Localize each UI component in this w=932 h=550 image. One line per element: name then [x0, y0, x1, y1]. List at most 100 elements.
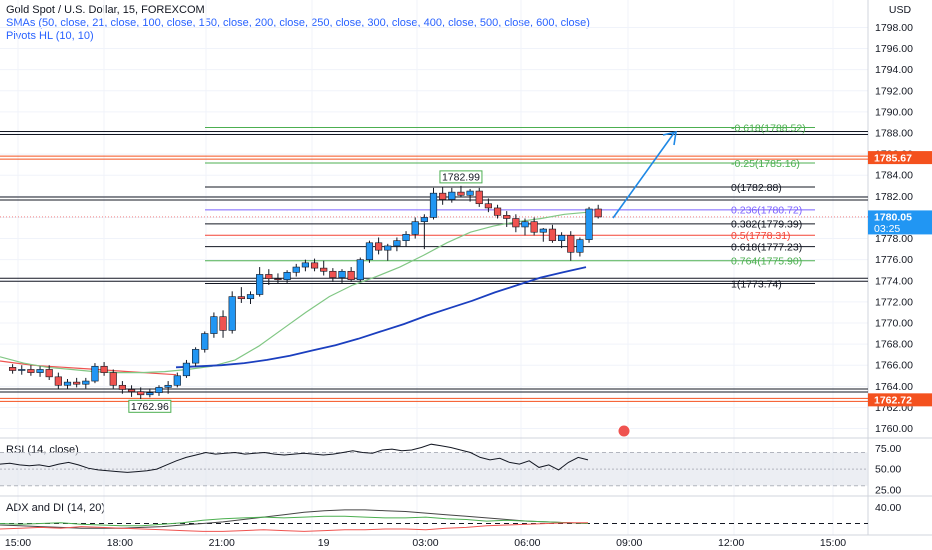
candle-body [292, 266, 300, 273]
sma-indicator-label[interactable]: SMAs (50, close, 21, close, 100, close, … [6, 17, 590, 29]
candle-body [384, 245, 392, 251]
di-minus-line [0, 522, 588, 532]
fib-level-label: 0.382(1779.39) [731, 219, 802, 231]
price-axis-tick: 1788.00 [875, 128, 913, 140]
time-axis-tick: 12:00 [718, 537, 744, 549]
candle-body [301, 262, 310, 268]
time-axis-tick: 15:00 [5, 537, 31, 549]
fib-level-label: 0.5(1778.31) [731, 230, 791, 242]
price-axis-tick: 1760.00 [875, 423, 913, 435]
candle-body [420, 217, 428, 222]
price-axis-tick: 1774.00 [875, 275, 913, 287]
price-axis-tick: 1784.00 [875, 170, 913, 182]
moving-averages [0, 211, 589, 376]
candle-body [594, 208, 602, 218]
candle-body [82, 380, 90, 385]
candle-body [118, 384, 126, 390]
time-axis-tick: 06:00 [514, 537, 540, 549]
candles [9, 185, 602, 399]
price-axis-tick: 1772.00 [875, 296, 913, 308]
candle-body [137, 391, 145, 396]
candle-body [219, 316, 227, 331]
projection-arrow [612, 132, 675, 219]
candle-body [567, 235, 575, 253]
adx-pane [0, 509, 868, 532]
candle-body [576, 239, 584, 253]
price-tag-label: 1780.05 [874, 212, 912, 224]
candle-body [585, 208, 593, 240]
sma-line-2 [175, 266, 587, 369]
price-axis-tick: 1798.00 [875, 22, 913, 34]
candle-body [201, 333, 209, 350]
candle-body [182, 362, 191, 377]
price-axis-tick: 1790.00 [875, 106, 913, 118]
price-axis-tick: 1794.00 [875, 64, 913, 76]
candle-body [365, 242, 374, 260]
time-axis-tick: 09:00 [616, 537, 642, 549]
candle-body [393, 240, 401, 247]
candle-body [100, 365, 108, 373]
candle-body [475, 190, 483, 205]
adx-axis-tick: 40.00 [875, 502, 901, 514]
pivot-label: 1762.96 [131, 401, 169, 413]
currency-label: USD [889, 4, 912, 16]
symbol-title[interactable]: Gold Spot / U.S. Dollar, 15, FOREXCOM [6, 4, 205, 16]
fib-level-label: 0.618(1777.23) [731, 241, 802, 253]
pivot-label-box [128, 399, 172, 413]
candle-body [274, 278, 282, 281]
price-axis-tick: 1764.00 [875, 381, 913, 393]
candle-body [283, 272, 291, 281]
candle-body [27, 369, 35, 373]
fib-level-label: -0.25(1785.16) [731, 158, 800, 170]
fib-level-label: 1(1773.74) [731, 278, 782, 290]
price-tag-label: 1785.67 [874, 152, 912, 164]
grid [0, 0, 932, 536]
candle-body [356, 259, 364, 281]
pivot-labels: 1782.99 1762.96 [128, 170, 483, 413]
candle-body [557, 235, 566, 241]
candle-body [9, 367, 17, 371]
time-axis-tick: 15:00 [820, 537, 846, 549]
price-tag-label: 1762.72 [874, 395, 912, 407]
price-axis-tick: 1776.00 [875, 254, 913, 266]
chart-legend: Gold Spot / U.S. Dollar, 15, FOREXCOM SM… [6, 4, 590, 43]
candle-body [512, 218, 520, 228]
price-axis-tick: 1792.00 [875, 85, 913, 97]
candle-body [338, 270, 346, 278]
candle-body [503, 215, 511, 219]
candle-body [411, 221, 419, 235]
candle-body [109, 372, 117, 386]
candle-body [320, 267, 328, 272]
economic-event-flag-icon [617, 424, 631, 438]
candle-body [54, 376, 62, 386]
rsi-axis-tick: 50.00 [875, 464, 901, 476]
price-axis-tick: 1778.00 [875, 233, 913, 245]
price-axis-tick: 1782.00 [875, 191, 913, 203]
candle-body [36, 369, 44, 373]
candle-body [210, 316, 218, 334]
candle-body [530, 221, 538, 233]
time-axis-tick: 18:00 [107, 537, 133, 549]
candle-body [329, 270, 337, 278]
adx-line [0, 509, 589, 529]
price-tag-countdown: 03:25 [874, 223, 900, 235]
candle-body [466, 190, 474, 196]
candle-body [155, 387, 163, 393]
pivots-indicator-label[interactable]: Pivots HL (10, 10) [6, 30, 94, 42]
rsi-pane [0, 443, 868, 487]
candle-body [73, 381, 81, 385]
adx-label[interactable]: ADX and DI (14, 20) [6, 502, 106, 514]
fib-level-label: 0.764(1775.90) [731, 256, 802, 268]
candle-body [521, 221, 529, 228]
arrow-head [662, 130, 677, 146]
candle-body [548, 228, 557, 241]
candle-body [45, 369, 53, 378]
candle-body [439, 192, 447, 200]
candle-body [164, 384, 172, 388]
fib-level-label: 0.236(1780.72) [731, 205, 802, 217]
price-tag [868, 151, 932, 165]
candle-body [310, 262, 319, 269]
candle-body [374, 242, 383, 251]
